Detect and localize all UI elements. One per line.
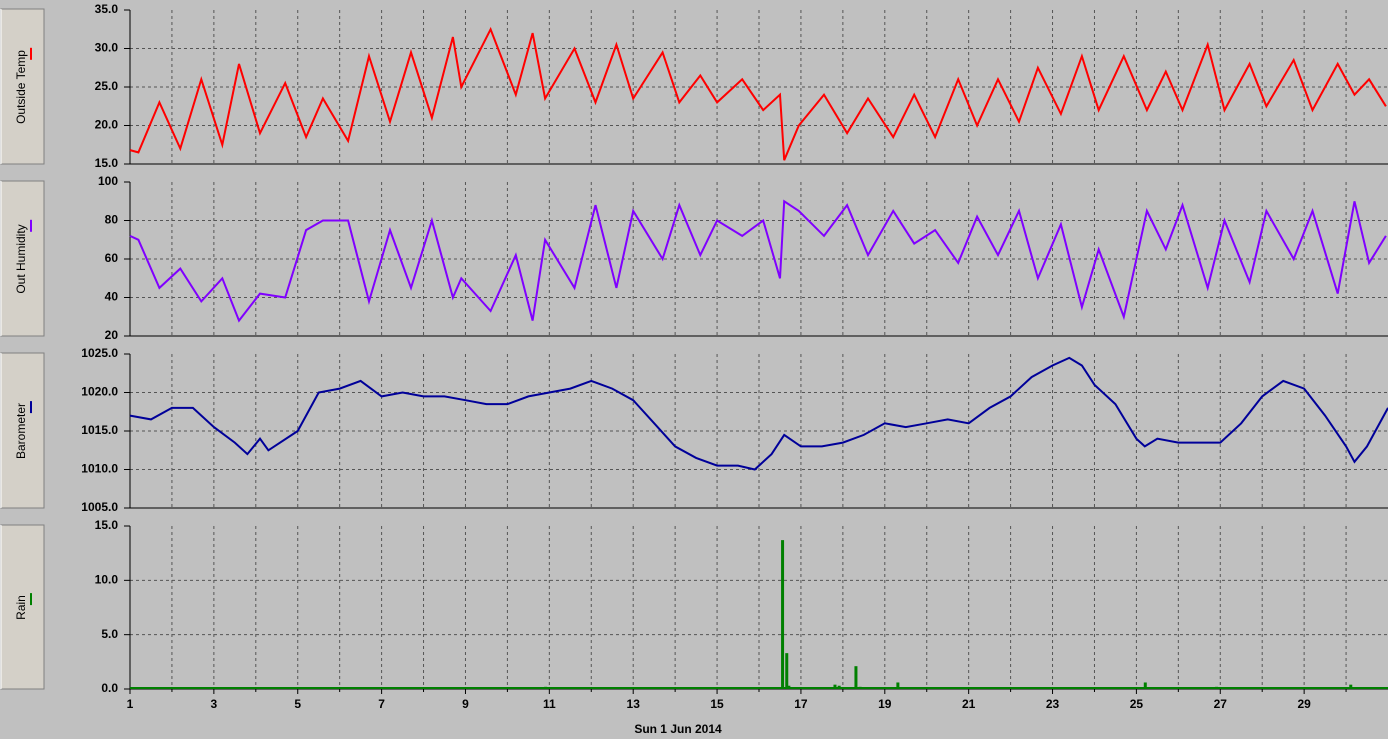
y-tick-label: 20: [105, 328, 119, 342]
line-series: [129, 26, 1387, 161]
x-tick-label: 25: [1130, 697, 1144, 711]
y-tick-label: 0.0: [101, 681, 118, 695]
y-tick-label: 25.0: [95, 79, 119, 93]
panel-button: [0, 8, 45, 165]
y-tick-label: 100: [98, 174, 118, 188]
x-tick-label: 23: [1046, 697, 1060, 711]
x-tick-label: 5: [294, 697, 301, 711]
y-tick-label: 15.0: [95, 156, 119, 170]
panel-label-group: Barometer: [14, 401, 32, 459]
rain-bar: [1349, 684, 1353, 689]
y-tick-label: 1025.0: [81, 346, 118, 360]
rain-bar: [1215, 686, 1219, 689]
rain-bar: [858, 686, 862, 689]
y-tick-label: 10.0: [95, 573, 119, 587]
y-tick-label: 20.0: [95, 118, 119, 132]
y-tick-label: 1005.0: [81, 500, 118, 514]
x-tick-label: 13: [627, 697, 641, 711]
panel-button: [0, 352, 45, 509]
x-tick-label: 17: [794, 697, 808, 711]
x-tick-label: 3: [211, 697, 218, 711]
x-tick-label: 21: [962, 697, 976, 711]
panel-button: [0, 524, 45, 690]
panel-label-group: Rain: [14, 593, 32, 620]
panel-label-group: Outside Temp: [14, 47, 32, 124]
rain-bar: [837, 685, 841, 689]
x-tick-label: 15: [710, 697, 724, 711]
x-tick-label: 19: [878, 697, 892, 711]
x-tick-label: 9: [462, 697, 469, 711]
y-tick-label: 80: [105, 213, 119, 227]
x-tick-label: 27: [1214, 697, 1228, 711]
x-tick-label: 7: [378, 697, 385, 711]
y-tick-label: 40: [105, 290, 119, 304]
y-tick-label: 1020.0: [81, 385, 118, 399]
panel-label: Out Humidity: [14, 224, 28, 293]
x-tick-label: 11: [543, 697, 556, 711]
rain-bar: [544, 686, 548, 689]
line-series: [129, 199, 1387, 323]
rain-bar: [1143, 682, 1147, 689]
rain-bar: [787, 685, 791, 689]
y-tick-label: 1010.0: [81, 462, 118, 476]
panel-button: [0, 180, 45, 337]
panel-label: Rain: [14, 595, 28, 620]
y-tick-label: 60: [105, 251, 119, 265]
rain-bar: [854, 666, 858, 689]
y-tick-label: 35.0: [95, 2, 119, 16]
x-tick-label: 29: [1297, 697, 1311, 711]
rain-bar: [781, 540, 785, 689]
rain-bar: [833, 684, 837, 689]
panel-label: Barometer: [14, 403, 28, 459]
y-tick-label: 15.0: [95, 518, 119, 532]
panel-label: Outside Temp: [14, 50, 28, 124]
y-tick-label: 5.0: [101, 627, 118, 641]
rain-bar: [896, 682, 900, 689]
x-tick-label: 1: [127, 697, 134, 711]
panel-label-group: Out Humidity: [14, 219, 32, 294]
line-series: [129, 356, 1388, 471]
rain-bar: [785, 653, 789, 689]
x-axis-label: Sun 1 Jun 2014: [634, 722, 722, 736]
y-tick-label: 1015.0: [81, 423, 118, 437]
y-tick-label: 30.0: [95, 41, 119, 55]
